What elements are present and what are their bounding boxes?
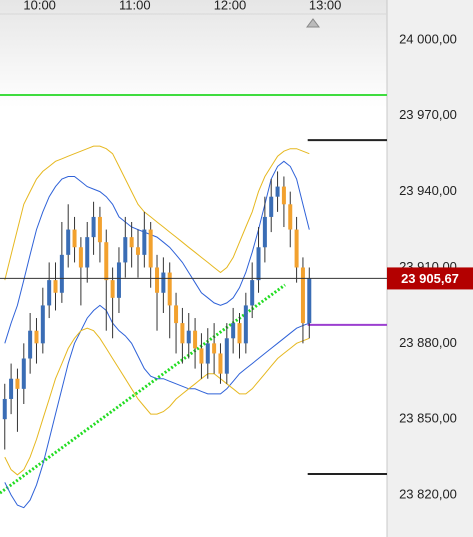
candle-body [40, 305, 45, 344]
candle-body [174, 305, 179, 324]
candle-body [66, 229, 71, 255]
band-line [4, 304, 310, 509]
candle-body [15, 378, 20, 389]
candle-body [193, 330, 198, 349]
candle-body [243, 305, 248, 344]
plot-area [0, 0, 387, 537]
candle-body [104, 242, 109, 281]
candle-body [256, 247, 261, 281]
last-price-box [387, 267, 473, 290]
candle-body [199, 348, 204, 364]
y-tick-label: 23 940,00 [399, 183, 457, 198]
candle-body [269, 196, 274, 217]
candle-body [231, 323, 236, 339]
candle-body [21, 358, 26, 389]
candle-body [2, 398, 7, 420]
candle-body [129, 237, 134, 248]
candle-body [78, 247, 83, 268]
candle-body [224, 338, 229, 374]
candle-body [142, 229, 147, 255]
candle-body [212, 343, 217, 354]
y-tick-label: 24 000,00 [399, 31, 457, 46]
x-tick-label: 13:00 [309, 0, 342, 12]
candle-body [34, 330, 39, 344]
candle-body [9, 378, 14, 399]
y-tick-label: 23 970,00 [399, 107, 457, 122]
y-tick-label: 23 880,00 [399, 335, 457, 350]
candle-body [148, 229, 153, 268]
candle-body [300, 267, 305, 324]
x-tick-label: 10:00 [23, 0, 56, 12]
candle-body [307, 278, 312, 324]
y-tick-label: 23 820,00 [399, 486, 457, 501]
candle-body [116, 262, 121, 298]
candle-body [155, 267, 160, 293]
candle-body [281, 186, 286, 205]
candle-body [275, 186, 280, 197]
candle-body [135, 247, 140, 255]
x-tick-label: 12:00 [214, 0, 247, 12]
band-line [4, 327, 310, 476]
candle-body [110, 280, 115, 298]
candle-body [180, 323, 185, 344]
x-tick-label: 11:00 [119, 0, 151, 12]
candle-body [123, 237, 128, 263]
candle-body [85, 237, 90, 268]
candle-body [161, 272, 166, 293]
trend-line [0, 283, 286, 495]
last-price-label: 23 905,67 [401, 271, 459, 286]
candle-body [28, 330, 33, 359]
candle-body [294, 229, 299, 268]
candle-body [262, 216, 267, 248]
candle-body [250, 280, 255, 306]
candle-body [186, 330, 191, 344]
candle-body [59, 254, 64, 293]
candle-body [97, 216, 102, 243]
candle-body [167, 272, 172, 306]
y-tick-label: 23 850,00 [399, 411, 457, 426]
candle-body [53, 280, 58, 293]
candle-body [47, 280, 52, 306]
candle-body [218, 353, 223, 374]
time-marker[interactable] [306, 18, 320, 28]
band-line [4, 145, 310, 281]
candle-body [91, 216, 96, 238]
candle-body [237, 323, 242, 344]
candle-body [205, 343, 210, 364]
candle-body [72, 229, 77, 248]
candle-body [288, 204, 293, 230]
